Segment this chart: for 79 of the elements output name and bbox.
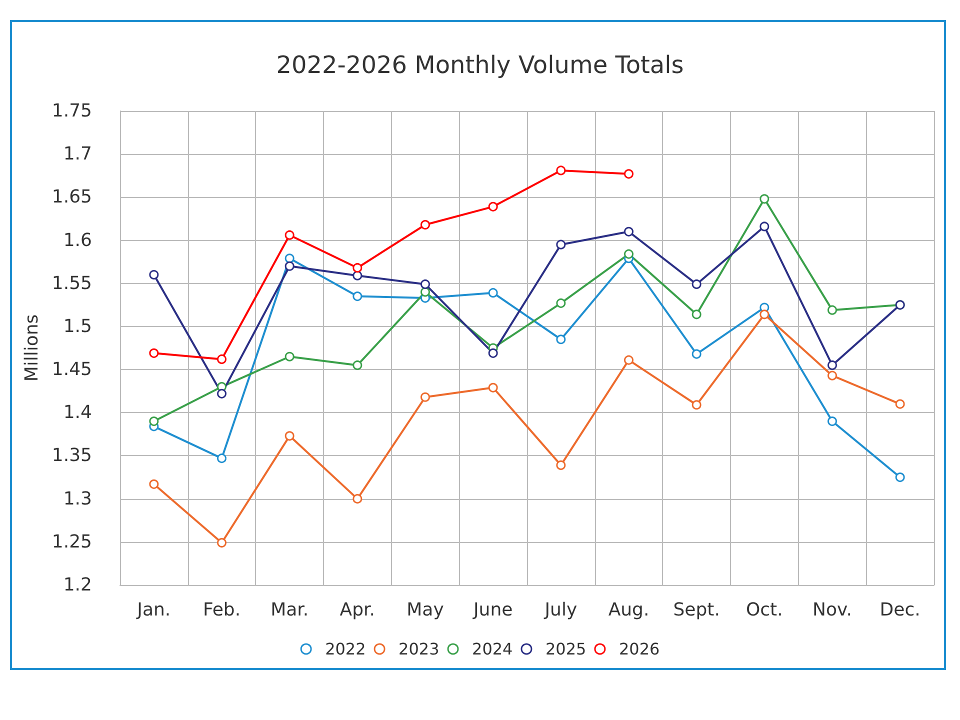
y-tick-label: 1.2 [63,574,92,596]
point [488,288,498,298]
point [352,494,362,504]
y-tick-label: 1.75 [52,100,92,122]
point [692,400,702,410]
x-tick-label: Mar. [270,600,309,620]
point [149,348,159,358]
point [624,226,634,236]
point [217,538,226,548]
point [828,370,837,380]
point [352,263,362,273]
x-tick-label: Aug. [608,600,650,620]
x-tick-label: Oct. [746,600,783,620]
y-tick-label: 1.45 [52,359,92,380]
point [488,202,498,212]
point [760,222,770,232]
y-tick-label: 1.55 [52,272,92,294]
x-tick-label: July [544,600,578,620]
point [284,352,294,362]
point [420,220,430,230]
point [284,431,294,441]
y-tick-label: 1.25 [52,531,92,552]
point [284,230,294,240]
point [556,240,566,250]
point [149,270,159,280]
legend-label: 2026 [618,640,660,658]
point [760,194,770,204]
point [352,360,362,370]
point [692,279,702,289]
point [828,360,837,370]
point [352,292,362,302]
point [895,472,905,482]
point [420,287,430,297]
point [284,254,294,264]
x-tick-label: Jan. [136,600,171,620]
point [556,298,566,308]
point [352,270,362,280]
y-tick-label: 1.7 [63,144,92,165]
point [692,310,702,320]
point [556,460,566,470]
point [624,249,634,259]
y-tick-label: 1.35 [52,445,92,466]
x-tick-label: Feb. [202,600,241,620]
x-tick-label: May [406,600,444,620]
x-tick-label: Apr. [340,600,376,620]
point [420,279,430,289]
point [828,305,837,315]
point [488,382,498,392]
y-tick-label: 1.6 [63,230,92,251]
chart-title: 2022-2026 Monthly Volume Totals [276,51,684,79]
legend-label: 2022 [325,640,366,658]
point [624,169,634,179]
legend-label: 2024 [472,640,513,658]
point [828,416,837,426]
y-tick-label: 1.4 [63,402,92,424]
legend-label: 2025 [545,640,586,658]
point [760,310,770,320]
point [284,261,294,271]
x-tick-label: Nov. [812,600,852,620]
point [556,334,566,344]
point [692,349,702,359]
x-tick-label: Sept. [673,600,720,620]
y-axis-title: Millions [22,314,43,382]
x-tick-label: Dec. [880,600,920,620]
point [217,354,226,364]
y-tick-label: 1.5 [63,316,92,337]
legend-label: 2023 [398,640,440,658]
point [217,454,226,464]
x-tick-label: June [472,600,513,620]
point [895,399,905,409]
point [149,479,159,489]
point [488,348,498,358]
point [217,388,226,398]
point [420,392,430,402]
y-tick-label: 1.65 [52,186,92,208]
y-tick-label: 1.3 [63,488,92,510]
point [149,416,159,426]
point [556,166,566,176]
point [624,355,634,365]
